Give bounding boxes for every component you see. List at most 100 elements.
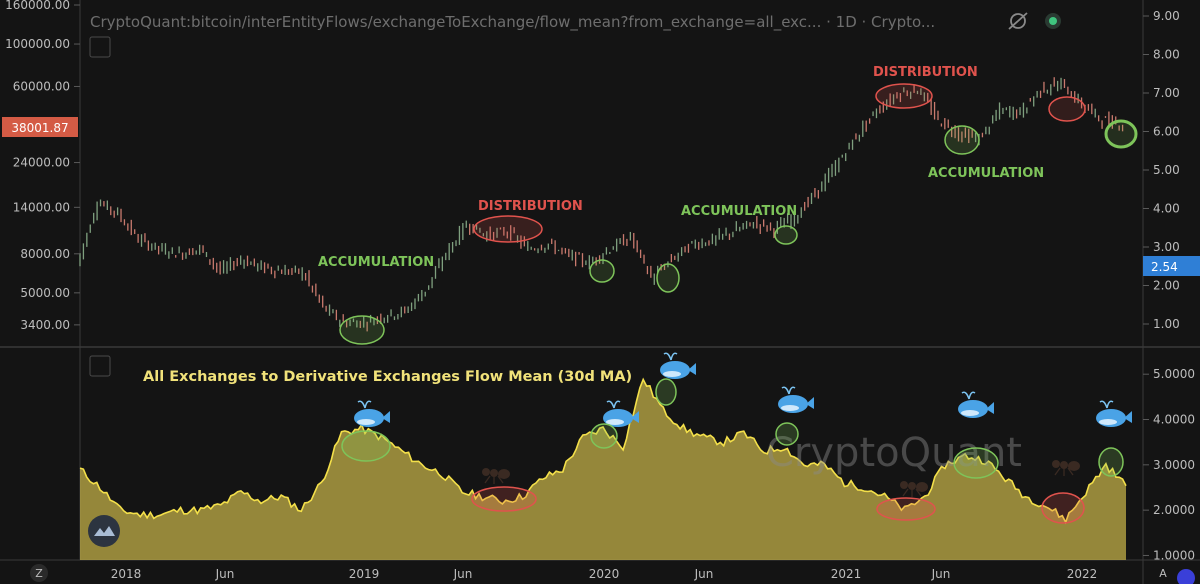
ant-thorax [490,469,498,477]
settings-icon[interactable] [1177,569,1195,584]
right-tick-label: 9.00 [1153,9,1180,23]
eye-off-icon[interactable] [1008,12,1028,30]
right-tick-label: 3.00 [1153,240,1180,254]
left-tick-label: 8000.00 [20,247,70,261]
whale-spout [357,400,372,409]
annotation-label: DISTRIBUTION [873,65,978,80]
whale-belly [357,419,375,425]
ant-thorax [1060,461,1068,469]
annotation-ellipse [589,259,615,283]
flow-badge-label: 2.54 [1151,260,1178,274]
whale-tail [1124,411,1132,423]
whale-tail [688,363,696,375]
ant-abdomen [1068,461,1080,471]
left-tick-label: 5000.00 [20,286,70,300]
time-tick-label: 2020 [589,567,620,581]
price-series [79,77,1124,332]
ant-legs [1054,467,1074,476]
marker-ellipse [655,378,677,406]
annotation-ellipse [875,83,933,109]
right-tick-label: 2.00 [1153,279,1180,293]
time-tick-label: Jun [931,567,951,581]
auto-scale-label: A [1159,567,1167,580]
right-tick-label: 7.00 [1153,86,1180,100]
time-tick-label: 2018 [111,567,142,581]
left-tick-label: 24000.00 [13,156,70,170]
annotation-label: ACCUMULATION [928,166,1044,181]
ant-legs [484,475,504,484]
right-tick-label: 6.00 [1153,125,1180,139]
ant-legs [902,488,922,497]
ant-head [482,468,490,476]
flow-area [80,379,1126,560]
time-tick-label: 2019 [349,567,380,581]
source-title: CryptoQuant:bitcoin/interEntityFlows/exc… [90,13,935,32]
left-tick-label: 100000.00 [5,37,70,51]
whale-spout [781,386,796,395]
annotation-label: ACCUMULATION [681,204,797,219]
marker-ellipse [1098,447,1124,477]
ant-abdomen [916,482,928,492]
whale-icon [958,391,994,418]
whale-belly [781,405,799,411]
whale-spout [961,391,976,400]
price-badge-label: 38001.87 [11,121,68,135]
timezone-button[interactable]: Z [30,564,48,582]
left-tick-label: 14000.00 [13,200,70,214]
left-tick-label: 3400.00 [20,318,70,332]
ant-abdomen [498,469,510,479]
marker-ellipse [775,422,799,446]
right-tick-label: 5.00 [1153,163,1180,177]
auto-scale-button[interactable]: A [1159,567,1167,580]
time-tick-label: 2022 [1067,567,1098,581]
collapse-pane-button[interactable] [89,36,111,58]
right-tick-label: 8.00 [1153,48,1180,62]
cryptoquant-logo-icon[interactable] [88,515,120,547]
whale-tail [986,402,994,414]
ant-icon [900,481,928,497]
annotation-ellipse [1048,96,1086,122]
whale-icon [603,400,639,427]
whale-icon [1096,400,1132,427]
right-tick-label: 1.00 [1153,317,1180,331]
whale-tail [631,411,639,423]
watermark: CryptoQuant [766,430,1022,476]
ant-thorax [908,482,916,490]
price-pane [80,0,1143,346]
left-tick-label: 60000.00 [13,79,70,93]
whale-tail [382,411,390,423]
annotation-ellipse [339,315,385,345]
whale-belly [663,371,681,377]
left-axis: 160000.00 100000.00 60000.00 24000.00 14000.… [5,0,80,332]
flow-line [79,377,1127,525]
annotation-label: DISTRIBUTION [478,199,583,214]
annotations: ACCUMULATION DISTRIBUTION ACCUMULATION DIST… [318,65,1138,345]
marker-ellipse [1041,492,1085,524]
annotation-ellipse [944,125,980,155]
marker-ellipse [341,430,391,462]
right-tick-label: 3.0000 [1153,458,1195,472]
marker-ellipse [876,497,936,521]
annotation-ellipse [1104,119,1138,149]
marker-ellipse [590,423,618,449]
annotation-label: ACCUMULATION [318,255,434,270]
whale-icon [778,386,814,413]
collapse-pane-button-2[interactable] [89,355,111,377]
whale-tail [806,397,814,409]
ant-icon [482,468,510,484]
timezone-label: Z [35,567,43,580]
annotation-ellipse [774,225,798,245]
annotation-ellipse [473,215,543,243]
right-tick-label: 1.0000 [1153,548,1195,562]
whale-belly [1099,419,1117,425]
whale-icon [354,400,390,427]
ant-icon [1052,460,1080,476]
time-axis: 2018 Jun 2019 Jun 2020 Jun 2021 Jun 2022 [111,567,1098,581]
right-tick-label: 5.0000 [1153,367,1195,381]
whale-belly [961,410,979,416]
price-badge: 38001.87 [2,117,78,137]
flow-subtitle: All Exchanges to Derivative Exchanges Fl… [143,369,632,385]
whale-spout [1099,400,1114,409]
right-tick-label: 4.0000 [1153,413,1195,427]
